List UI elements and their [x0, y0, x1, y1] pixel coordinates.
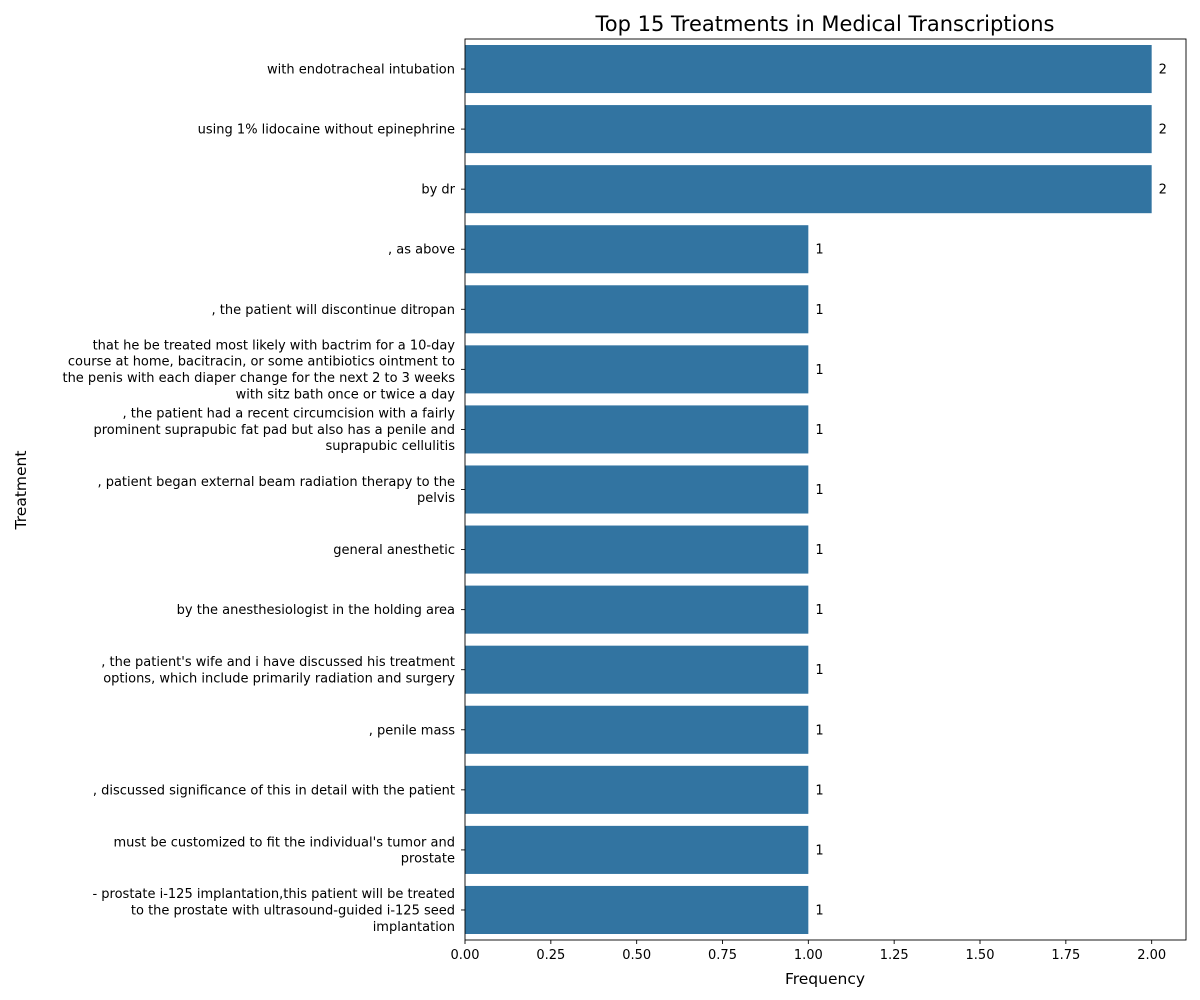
y-tick-label: by dr [421, 183, 455, 198]
plot-frame [464, 38, 1187, 941]
value-label: 1 [815, 903, 823, 918]
y-tick-label: must be customized to fit the individual… [113, 835, 455, 866]
y-tick-label: , discussed significance of this in deta… [93, 783, 455, 798]
y-tick-label: , the patient will discontinue ditropan [212, 303, 455, 318]
value-label: 2 [1159, 63, 1167, 78]
value-label: 1 [815, 843, 823, 858]
bar [465, 165, 1152, 214]
x-tick-label: 0.75 [708, 948, 737, 963]
value-label: 1 [815, 243, 823, 258]
value-label: 1 [815, 363, 823, 378]
bar [465, 45, 1152, 94]
value-label: 1 [815, 303, 823, 318]
x-tick-label: 2.00 [1137, 948, 1166, 963]
x-tick-label: 1.25 [880, 948, 909, 963]
x-axis-label: Frequency [785, 970, 865, 988]
x-tick-label: 0.00 [451, 948, 480, 963]
value-label: 1 [815, 603, 823, 618]
x-tick-label: 1.50 [966, 948, 995, 963]
axes-frame [464, 38, 1187, 941]
bar [465, 825, 809, 874]
x-axis-ticks: 0.00 0.25 0.50 0.75 1.00 1.25 1.50 1.75 2.00 [451, 940, 1166, 963]
y-tick-labels: with endotracheal intubation using 1% lid… [62, 63, 465, 935]
bar [465, 405, 809, 454]
y-tick-label: , the patient had a recent circumcision … [94, 407, 456, 455]
bar [465, 645, 809, 694]
y-tick-label: general anesthetic [333, 543, 455, 558]
value-label: 1 [815, 783, 823, 798]
bar [465, 885, 809, 934]
value-label: 1 [815, 663, 823, 678]
y-tick-label: using 1% lidocaine without epinephrine [198, 123, 455, 138]
bar [465, 585, 809, 634]
bar [465, 705, 809, 754]
value-label: 2 [1159, 183, 1167, 198]
value-label: 1 [815, 723, 823, 738]
x-tick-label: 1.00 [794, 948, 823, 963]
bar [465, 345, 809, 394]
value-label: 1 [815, 423, 823, 438]
y-tick-label: by the anesthesiologist in the holding a… [177, 603, 455, 618]
y-tick-label: , patient began external beam radiation … [97, 475, 455, 506]
y-tick-label: - prostate i-125 implantation,this patie… [92, 887, 455, 935]
x-tick-label: 1.75 [1051, 948, 1080, 963]
bars-group [465, 45, 1152, 934]
bar [465, 765, 809, 814]
value-label: 2 [1159, 123, 1167, 138]
chart-title: Top 15 Treatments in Medical Transcripti… [595, 12, 1055, 36]
y-tick-label: , penile mass [369, 723, 456, 738]
y-axis-label: Treatment [12, 451, 30, 531]
y-tick-label: that he be treated most likely with bact… [62, 338, 455, 402]
bar [465, 285, 809, 334]
bar [465, 105, 1152, 154]
bar [465, 225, 809, 274]
bar [465, 465, 809, 514]
x-tick-label: 0.25 [536, 948, 565, 963]
value-label: 1 [815, 543, 823, 558]
bar [465, 525, 809, 574]
y-tick-label: , as above [388, 243, 455, 258]
x-tick-label: 0.50 [622, 948, 651, 963]
y-tick-label: with endotracheal intubation [267, 63, 455, 78]
value-labels: 2 2 2 1 1 1 1 1 1 1 1 1 1 1 1 [815, 63, 1167, 919]
y-tick-label: , the patient's wife and i have discusse… [101, 655, 455, 686]
value-label: 1 [815, 483, 823, 498]
